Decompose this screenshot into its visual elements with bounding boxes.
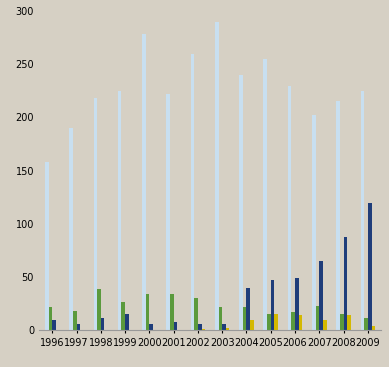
Bar [101, 317, 105, 330]
Bar [323, 320, 327, 330]
Bar [149, 324, 153, 330]
Bar [118, 91, 121, 330]
Bar [267, 314, 271, 330]
Bar [146, 294, 149, 330]
Bar [191, 54, 194, 330]
Bar [288, 86, 291, 330]
Bar [215, 22, 219, 330]
Bar [97, 289, 101, 330]
Bar [250, 320, 254, 330]
Bar [315, 306, 319, 330]
Bar [368, 203, 371, 330]
Bar [312, 115, 315, 330]
Bar [364, 317, 368, 330]
Bar [202, 329, 205, 330]
Bar [319, 261, 323, 330]
Bar [299, 315, 302, 330]
Bar [69, 128, 73, 330]
Bar [166, 94, 170, 330]
Bar [194, 298, 198, 330]
Bar [77, 324, 80, 330]
Bar [263, 59, 267, 330]
Bar [222, 324, 226, 330]
Bar [226, 328, 230, 330]
Bar [219, 307, 222, 330]
Bar [291, 312, 295, 330]
Bar [361, 91, 364, 330]
Bar [170, 294, 173, 330]
Bar [271, 280, 274, 330]
Bar [347, 315, 351, 330]
Bar [247, 288, 250, 330]
Bar [340, 314, 343, 330]
Bar [121, 302, 125, 330]
Bar [343, 237, 347, 330]
Bar [73, 311, 77, 330]
Bar [93, 98, 97, 330]
Bar [125, 314, 129, 330]
Bar [49, 307, 52, 330]
Bar [52, 320, 56, 330]
Bar [45, 162, 49, 330]
Bar [295, 278, 299, 330]
Bar [371, 326, 375, 330]
Bar [239, 75, 243, 330]
Bar [243, 307, 247, 330]
Bar [198, 324, 202, 330]
Bar [173, 322, 177, 330]
Bar [336, 101, 340, 330]
Bar [274, 314, 278, 330]
Bar [142, 34, 146, 330]
